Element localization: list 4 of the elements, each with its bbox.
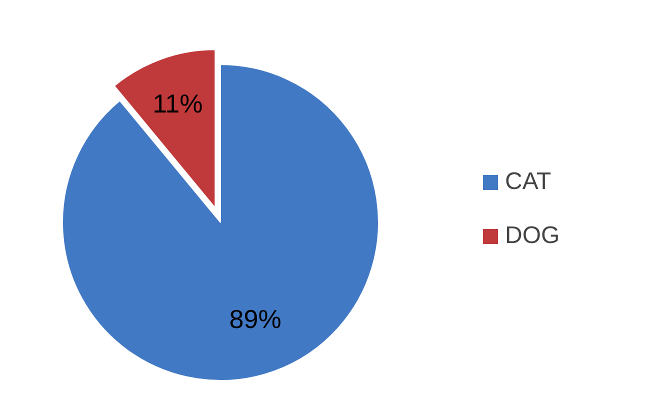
legend-label: DOG bbox=[505, 222, 560, 250]
data-label: 11% bbox=[152, 88, 203, 119]
legend-label: CAT bbox=[505, 168, 552, 196]
data-label: 89% bbox=[229, 304, 282, 334]
